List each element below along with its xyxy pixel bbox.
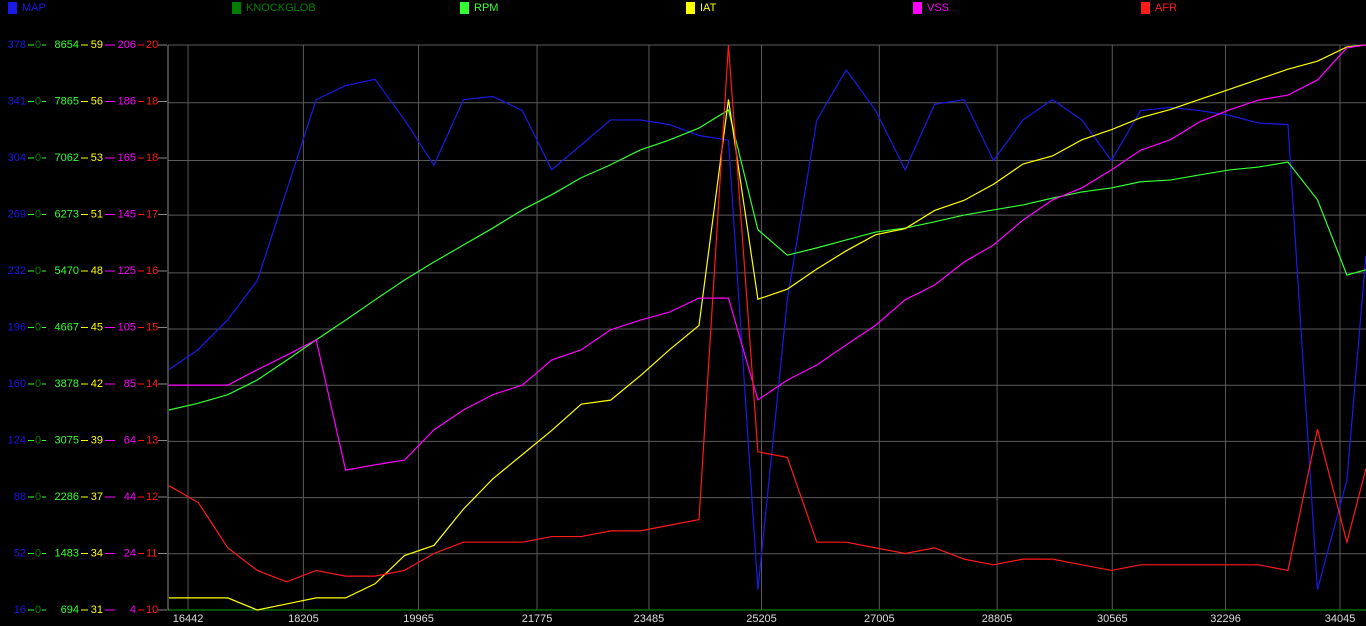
y-tick-label: 53 (91, 152, 103, 164)
y-tick-label: 125 (118, 265, 136, 277)
y-tick-label: 8654 (55, 39, 79, 51)
y-tick-label: 10 (146, 604, 158, 616)
y-tick-label: 3878 (55, 378, 79, 390)
y-tick-label: 0 (35, 39, 41, 51)
legend-swatch (460, 2, 469, 14)
y-tick-label: 3075 (55, 434, 79, 446)
y-tick-label: 42 (91, 378, 103, 390)
y-tick-label: 85 (124, 378, 136, 390)
legend-swatch (232, 2, 241, 14)
y-tick-label: 52 (14, 547, 26, 559)
y-tick-label: 16 (146, 265, 158, 277)
y-tick-label: 232 (8, 265, 26, 277)
y-tick-label: 7062 (55, 152, 79, 164)
y-tick-label: 0 (35, 152, 41, 164)
y-tick-label: 20 (146, 39, 158, 51)
x-tick-label: 34045 (1325, 613, 1356, 625)
y-tick-label: 18 (146, 152, 158, 164)
x-tick-label: 23485 (634, 613, 665, 625)
legend-swatch (1141, 2, 1150, 14)
y-tick-label: 0 (35, 434, 41, 446)
series-line (168, 109, 1366, 411)
legend-swatch (8, 2, 17, 14)
y-tick-label: 4667 (55, 321, 79, 333)
y-tick-label: 196 (8, 321, 26, 333)
y-tick-label: 1483 (55, 547, 79, 559)
series-line (168, 44, 1366, 471)
x-tick-label: 19965 (403, 613, 434, 625)
legend-label: AFR (1155, 2, 1177, 14)
y-tick-label: 304 (8, 152, 26, 164)
y-tick-label: 37 (91, 491, 103, 503)
y-tick-label: 378 (8, 39, 26, 51)
y-tick-label: 51 (91, 208, 103, 220)
y-tick-label: 0 (35, 95, 41, 107)
y-tick-label: 0 (35, 547, 41, 559)
y-tick-label: 59 (91, 39, 103, 51)
y-tick-label: 145 (118, 208, 136, 220)
y-tick-label: 17 (146, 208, 158, 220)
y-tick-label: 56 (91, 95, 103, 107)
y-tick-label: 34 (91, 547, 103, 559)
x-tick-label: 30565 (1097, 613, 1128, 625)
y-tick-label: 160 (8, 378, 26, 390)
series-line (168, 44, 1366, 583)
y-tick-label: 14 (146, 378, 158, 390)
y-tick-label: 206 (118, 39, 136, 51)
y-tick-label: 15 (146, 321, 158, 333)
y-tick-label: 24 (124, 547, 136, 559)
x-tick-label: 32296 (1210, 613, 1241, 625)
y-tick-label: 45 (91, 321, 103, 333)
legend-label: VSS (927, 2, 949, 14)
x-tick-label: 21775 (522, 613, 553, 625)
y-tick-label: 48 (91, 265, 103, 277)
y-tick-label: 7865 (55, 95, 79, 107)
series-line (168, 44, 1366, 611)
legend-swatch (913, 2, 922, 14)
y-tick-label: 0 (35, 378, 41, 390)
x-tick-label: 28805 (982, 613, 1013, 625)
legend-label: RPM (474, 2, 498, 14)
legend-swatch (686, 2, 695, 14)
y-tick-label: 6273 (55, 208, 79, 220)
y-tick-label: 18 (146, 95, 158, 107)
y-tick-label: 64 (124, 434, 136, 446)
x-tick-label: 18205 (288, 613, 319, 625)
y-tick-label: 0 (35, 265, 41, 277)
y-tick-label: 12 (146, 491, 158, 503)
y-tick-label: 4 (130, 604, 136, 616)
y-tick-label: 186 (118, 95, 136, 107)
x-tick-label: 27005 (864, 613, 895, 625)
y-tick-label: 88 (14, 491, 26, 503)
y-tick-label: 105 (118, 321, 136, 333)
y-tick-label: 0 (35, 491, 41, 503)
legend-label: KNOCKGLOB (246, 2, 316, 14)
y-tick-label: 2286 (55, 491, 79, 503)
y-tick-label: 44 (124, 491, 136, 503)
legend-label: IAT (700, 2, 717, 14)
y-tick-label: 11 (146, 547, 157, 559)
y-tick-label: 269 (8, 208, 26, 220)
y-tick-label: 13 (146, 434, 158, 446)
y-tick-label: 165 (118, 152, 136, 164)
y-tick-label: 39 (91, 434, 103, 446)
series-line (168, 68, 1366, 590)
y-tick-label: 0 (35, 208, 41, 220)
x-tick-label: 25205 (746, 613, 777, 625)
y-tick-label: 5470 (55, 265, 79, 277)
y-tick-label: 16 (14, 604, 26, 616)
y-tick-label: 31 (91, 604, 103, 616)
legend-label: MAP (22, 2, 46, 14)
y-tick-label: 0 (35, 604, 41, 616)
y-tick-label: 341 (8, 95, 26, 107)
y-tick-label: 124 (8, 434, 26, 446)
y-tick-label: 694 (61, 604, 79, 616)
y-tick-label: 0 (35, 321, 41, 333)
x-tick-label: 16442 (173, 613, 204, 625)
